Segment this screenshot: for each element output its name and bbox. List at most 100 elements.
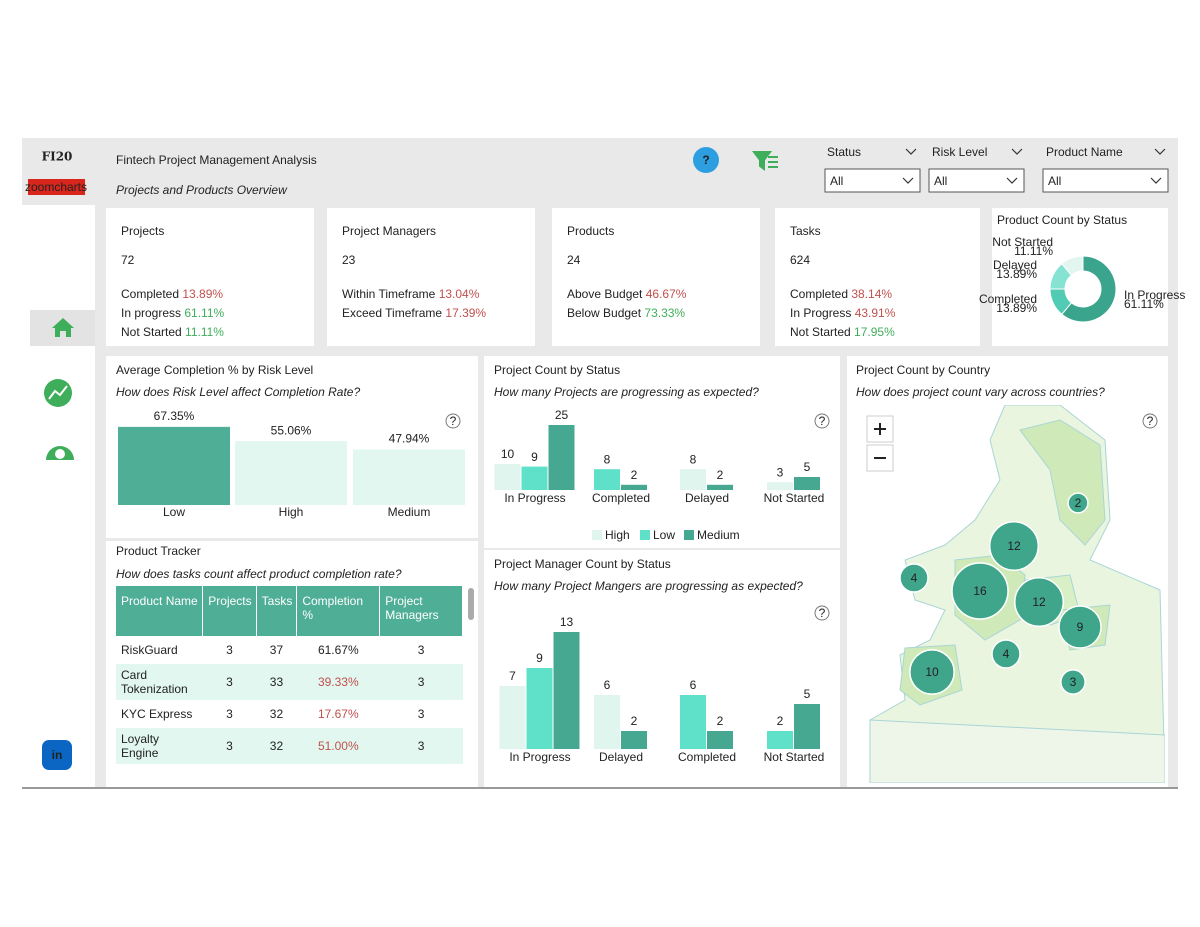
- data-label: 2: [631, 714, 638, 728]
- kpi-row-value: 43.91%: [855, 306, 896, 320]
- table-subtitle: How does tasks count affect product comp…: [116, 567, 402, 581]
- table-cell: Card Tokenization: [116, 664, 203, 700]
- dropdown[interactable]: [1042, 168, 1169, 193]
- donut-slice: [1061, 255, 1084, 276]
- bubble-label: 4: [911, 571, 918, 585]
- kpi-row-value: 13.04%: [439, 287, 480, 301]
- help-button[interactable]: [693, 147, 719, 173]
- linkedin-icon[interactable]: [42, 740, 72, 770]
- zoom-controls[interactable]: [866, 415, 894, 472]
- table-cell: 3: [202, 728, 257, 764]
- kpi-row: Exceed Timeframe 17.39%: [342, 306, 486, 320]
- data-label: 13: [560, 615, 574, 629]
- data-label: 25: [555, 408, 569, 422]
- bubble[interactable]: [989, 521, 1039, 571]
- bubble[interactable]: [1014, 577, 1064, 627]
- column-header[interactable]: Completion %: [296, 586, 381, 636]
- bubble-label: 3: [1070, 675, 1077, 689]
- column-header[interactable]: Project Managers: [379, 586, 463, 636]
- help-text: ?: [1147, 414, 1154, 428]
- kpi-title: Projects: [121, 224, 164, 238]
- data-label: 8: [604, 452, 611, 466]
- page-subtitle: Projects and Products Overview: [116, 183, 288, 197]
- chevron: [902, 177, 914, 184]
- bar: [526, 668, 553, 749]
- kpi-value: 624: [790, 253, 810, 267]
- kpi-row: Not Started 11.11%: [121, 325, 224, 339]
- filter-label: Risk Level: [932, 145, 987, 159]
- bar: [499, 686, 526, 749]
- bar: [794, 704, 820, 749]
- kpi-value: 72: [121, 253, 135, 267]
- sidebar: [22, 205, 95, 787]
- data-label: 47.94%: [389, 432, 430, 446]
- bubble-label: 4: [1003, 647, 1010, 661]
- column-header[interactable]: Projects: [202, 586, 257, 636]
- kpi-row-value: 17.39%: [445, 306, 486, 320]
- bar: [553, 632, 580, 749]
- legend-swatch: [640, 530, 650, 540]
- bubble[interactable]: [899, 563, 929, 593]
- kpi-row: Completed 13.89%: [121, 287, 223, 301]
- bubble-label: 9: [1077, 620, 1084, 634]
- kpi-title: Products: [567, 224, 614, 238]
- bar: [594, 695, 620, 749]
- bar: [767, 482, 793, 490]
- home-icon[interactable]: [52, 318, 74, 337]
- bar: [353, 449, 465, 505]
- kpi-row-label: In Progress: [790, 306, 851, 320]
- data-label: 67.35%: [154, 409, 195, 423]
- help-icon: [814, 605, 830, 621]
- page-title: Fintech Project Management Analysis: [116, 153, 317, 167]
- slice-label: Completed: [979, 292, 1037, 306]
- dropdown[interactable]: [824, 168, 921, 193]
- bubble-label: 2: [1075, 496, 1082, 510]
- bubble-label: 10: [925, 665, 939, 679]
- bubble[interactable]: [1067, 492, 1089, 514]
- chevron: [1011, 148, 1023, 155]
- table-cell: RiskGuard: [121, 643, 178, 657]
- dropdown[interactable]: [928, 168, 1025, 193]
- data-label: 9: [531, 450, 538, 464]
- filter-icon[interactable]: [752, 151, 778, 171]
- table-cell: 3: [226, 707, 233, 721]
- kpi-row-label: Above Budget: [567, 287, 643, 301]
- bar: [680, 469, 706, 490]
- bar: [235, 441, 347, 505]
- table-cell: 51.00%: [296, 728, 380, 764]
- product-table: Product Name Projects Tasks Completion % Pro…: [116, 586, 463, 764]
- kpi-title: Project Managers: [342, 224, 436, 238]
- table-cell: Loyalty Engine: [116, 728, 203, 764]
- kpi-row-value: 13.89%: [182, 287, 223, 301]
- data-label: 5: [804, 687, 811, 701]
- chevron: [1154, 148, 1166, 155]
- chart-title: Average Completion % by Risk Level: [116, 363, 313, 377]
- gauge-center: [55, 449, 65, 459]
- table-cell: 17.67%: [317, 707, 359, 721]
- x-tick-label: Delayed: [599, 750, 643, 764]
- table-row: KYC Express 3 32 17.67% 3: [116, 700, 463, 728]
- kpi-row: In progress 61.11%: [121, 306, 225, 320]
- table-cell: 37: [269, 643, 284, 657]
- chart-subtitle: How does Risk Level affect Completion Ra…: [116, 385, 360, 399]
- table-cell: 32: [256, 728, 297, 764]
- table-cell: 3: [379, 664, 463, 700]
- bubble[interactable]: [1058, 605, 1102, 649]
- column-header[interactable]: Tasks: [256, 586, 298, 636]
- chart-subtitle: How many Projects are progressing as exp…: [494, 385, 759, 399]
- table-row: Card Tokenization 3 33 39.33% 3: [116, 664, 463, 700]
- brand: zoomcharts: [25, 180, 87, 194]
- kpi-row: Not Started 17.95%: [790, 325, 895, 339]
- bubble[interactable]: [991, 639, 1021, 669]
- dropdown-value: All: [830, 174, 843, 188]
- bubble[interactable]: [1060, 669, 1086, 695]
- bar: [767, 731, 793, 749]
- bubble[interactable]: [909, 649, 955, 695]
- bubble[interactable]: [951, 562, 1009, 620]
- logo: FI20: [42, 150, 73, 164]
- kpi-row-label: Below Budget: [567, 306, 642, 320]
- column-header[interactable]: Product Name: [116, 586, 204, 636]
- kpi-row: Completed 38.14%: [790, 287, 892, 301]
- scrollbar[interactable]: [468, 588, 474, 620]
- chevron: [1006, 177, 1018, 184]
